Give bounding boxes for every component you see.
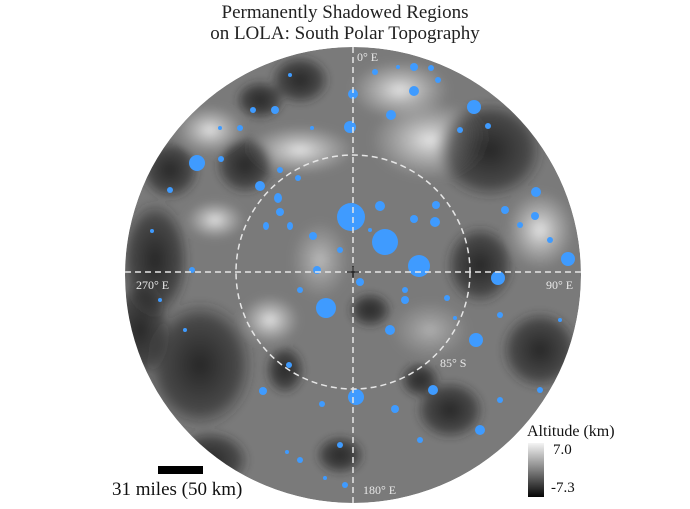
title-line-2: on LOLA: South Polar Topography <box>210 23 480 44</box>
legend-min: -7.3 <box>551 480 575 496</box>
label-85s: 85° S <box>440 356 466 370</box>
scale-label: 31 miles (50 km) <box>112 479 243 500</box>
graticule <box>125 47 581 503</box>
pole-marker <box>347 266 359 278</box>
title-line-1: Permanently Shadowed Regions <box>221 2 469 23</box>
shadowed-regions <box>150 63 575 488</box>
legend-title: Altitude (km) <box>527 423 615 440</box>
scale-bar <box>158 466 203 474</box>
map-title: Permanently Shadowed Regions on LOLA: So… <box>0 2 690 44</box>
label-90e: 90° E <box>546 278 573 292</box>
altitude-colorbar <box>528 443 544 497</box>
label-270e: 270° E <box>136 278 169 292</box>
legend-max: 7.0 <box>553 442 572 458</box>
label-180e: 180° E <box>363 483 396 497</box>
topography-layer <box>125 47 581 503</box>
label-0e: 0° E <box>357 50 378 64</box>
